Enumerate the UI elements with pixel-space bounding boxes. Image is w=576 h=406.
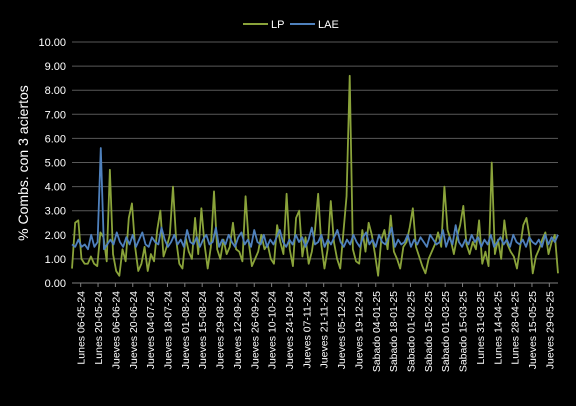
x-tick-label: Jueves 19-12-24: [353, 291, 365, 369]
y-tick-label: 0.00: [45, 278, 66, 290]
x-axis-ticks: Lunes 06-05-24 Lunes 20-05-24 Jueves 06-06…: [76, 283, 556, 372]
y-tick-label: 6.00: [45, 133, 66, 145]
x-tick-label: Jueves 26-09-24: [249, 291, 261, 369]
series-line-lae: [71, 147, 559, 251]
x-tick-label: Sabado 01-03-25: [440, 291, 452, 372]
y-axis-label: % Combs. con 3 aciertos: [15, 85, 31, 241]
y-tick-label: 5.00: [45, 158, 66, 170]
legend-lp-label: LP: [271, 19, 284, 31]
x-tick-label: Lunes 14-04-25: [492, 291, 504, 365]
x-tick-label: Jueves 20-06-24: [128, 291, 140, 369]
x-tick-label: Lunes 28-04-25: [510, 291, 522, 365]
y-axis-ticks: 0.00 1.00 2.00 3.00 4.00 5.00 6.00 7.00 8.00 9.00…: [38, 37, 66, 290]
x-tick-label: Lunes 06-05-24: [76, 291, 88, 365]
x-tick-label: Jueves 15-05-25: [527, 291, 539, 369]
x-tick-label: Jueves 07-11-24: [301, 291, 313, 369]
y-tick-label: 7.00: [45, 109, 66, 121]
y-tick-label: 9.00: [45, 61, 66, 73]
x-tick-label: Jueves 06-06-24: [110, 291, 122, 369]
x-tick-label: Sabado 18-01-25: [388, 291, 400, 372]
x-tick-label: Sabado 01-02-25: [405, 291, 417, 372]
x-tick-label: Sabado 04-01-25: [371, 291, 383, 372]
x-tick-label: Jueves 10-10-24: [267, 291, 279, 369]
y-tick-label: 10.00: [38, 37, 66, 49]
x-tick-label: Jueves 24-10-24: [284, 291, 296, 369]
x-tick-label: Jueves 21-11-24: [319, 291, 331, 369]
y-tick-label: 1.00: [45, 254, 66, 266]
legend-lae-label: LAE: [318, 19, 339, 31]
series-layer: [71, 74, 559, 277]
x-tick-label: Jueves 29-08-24: [215, 291, 227, 369]
y-tick-label: 8.00: [45, 85, 66, 97]
x-tick-label: Lunes 20-05-24: [93, 291, 105, 365]
y-tick-label: 2.00: [45, 230, 66, 242]
x-tick-label: Jueves 29-05-25: [544, 291, 556, 369]
y-tick-label: 4.00: [45, 182, 66, 194]
x-tick-label: Lunes 31-03-25: [475, 291, 487, 365]
x-tick-label: Jueves 15-08-24: [197, 291, 209, 369]
x-tick-label: Jueves 05-12-24: [336, 291, 348, 369]
x-tick-label: Sabado 15-02-25: [423, 291, 435, 372]
x-tick-label: Sabado 15-03-25: [458, 291, 470, 372]
x-tick-label: Jueves 04-07-24: [145, 291, 157, 369]
x-tick-label: Jueves 12-09-24: [232, 291, 244, 369]
y-tick-label: 3.00: [45, 206, 66, 218]
legend: LP LAE: [243, 19, 339, 31]
x-tick-label: Jueves 01-08-24: [180, 291, 192, 369]
x-tick-label: Jueves 18-07-24: [162, 291, 174, 369]
